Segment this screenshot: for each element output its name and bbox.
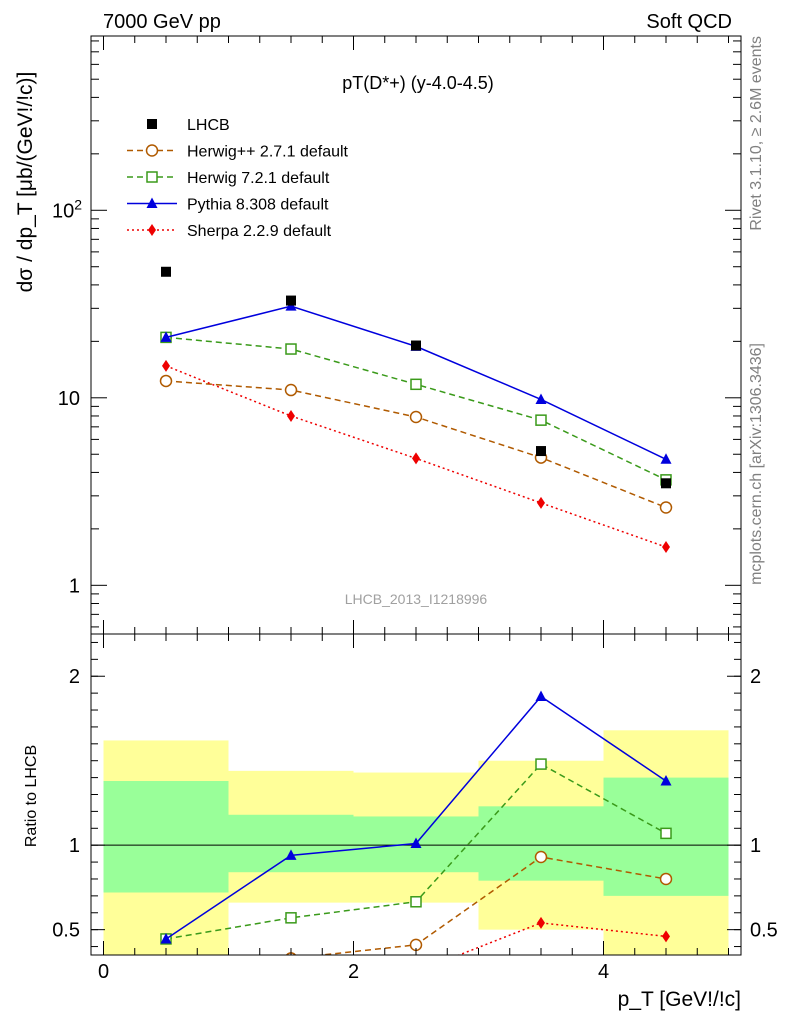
main-series-3-point [287, 409, 295, 422]
legend-label: Sherpa 2.2.9 default [187, 223, 332, 240]
ratio-y-tick-label-left: 0.5 [52, 920, 80, 942]
main-series-2-point [535, 393, 547, 404]
ratio-x-tick-label: 2 [348, 961, 359, 983]
header-right: Soft QCD [646, 11, 732, 33]
ratio-inner-band [103, 780, 229, 893]
legend-label: Herwig++ 2.7.1 default [187, 144, 349, 161]
main-y-tick-label: 10 [58, 388, 80, 410]
ratio-series-3-point [537, 916, 545, 929]
ratio-y-tick-label-right: 2 [750, 666, 761, 688]
main-y-tick-label: 1 [69, 575, 80, 597]
main-y-tick-label: 102 [52, 196, 82, 222]
ratio-y-tick-label-right: 1 [750, 835, 761, 857]
ratio-plot-panel: 0.5 0.5 1 1 2 2 0 2 4 Ratio to LHCB p_T [GeV!/!c] [23, 633, 778, 1011]
main-series-3-point [537, 496, 545, 509]
legend-label: LHCB [187, 117, 230, 134]
ratio-series-1-point [660, 827, 672, 840]
lhcb-data-point [536, 446, 546, 457]
main-plot-panel: 1 10 102 pT(D*+) (y-4.0-4.5) LHCB_2013_I1218… [14, 35, 742, 635]
ratio-series-1-point [535, 758, 547, 770]
lhcb-data-point [661, 478, 671, 489]
ratio-series-2-point [410, 837, 422, 848]
main-series-3-point [412, 452, 420, 465]
main-plot-title: pT(D*+) (y-4.0-4.5) [342, 73, 494, 93]
ratio-y-tick-label-right: 0.5 [750, 920, 778, 942]
main-series-1-point [535, 414, 547, 426]
main-series-3-point [662, 541, 670, 554]
ratio-series-1-point [285, 912, 297, 924]
main-series-2-point [660, 453, 672, 464]
ratio-series-3-point [412, 966, 420, 978]
ratio-x-tick-label: 4 [598, 961, 609, 983]
ratio-series-0-point [534, 850, 548, 864]
main-series-0-point [284, 383, 298, 397]
ratio-series-3-point [662, 930, 670, 943]
main-series-1-point [285, 343, 297, 355]
legend-label: Herwig 7.2.1 default [187, 170, 330, 187]
legend-marker [147, 119, 157, 129]
legend-marker [145, 144, 159, 157]
main-series-1-point [410, 378, 422, 391]
main-series-0-point [159, 374, 173, 388]
ratio-series-0-point [659, 872, 673, 886]
legend-marker [146, 197, 158, 208]
main-series-3-point [162, 359, 170, 372]
legend-label: Pythia 8.308 default [187, 197, 329, 214]
ratio-y-tick-label-left: 1 [69, 835, 80, 857]
ratio-series-line-3 [457, 922, 667, 955]
ratio-series-3-point [162, 957, 170, 969]
legend-marker [148, 224, 156, 236]
header-left: 7000 GeV pp [103, 11, 221, 33]
main-y-axis-label: dσ / dp_T [μb/(GeV!/!c)] [14, 72, 37, 293]
ratio-series-2-point [285, 849, 297, 860]
ratio-y-tick-label-left: 2 [69, 666, 80, 688]
sidebar-top: Rivet 3.1.10, ≥ 2.6M events [748, 36, 765, 231]
ratio-series-2-point [535, 690, 547, 702]
ratio-x-tick-label: 0 [98, 961, 109, 983]
ratio-y-axis-label: Ratio to LHCB [23, 745, 40, 847]
lhcb-data-point [411, 340, 421, 351]
ratio-series-2-point [660, 774, 672, 786]
sidebar-bottom: mcplots.cern.ch [arXiv:1306.3436] [748, 343, 765, 585]
legend-marker [146, 171, 158, 183]
ratio-series-2-point [160, 932, 172, 944]
lhcb-data-point [161, 266, 171, 277]
main-series-0-point [409, 410, 423, 424]
analysis-watermark: LHCB_2013_I1218996 [345, 591, 488, 607]
ratio-series-3-point [287, 968, 295, 980]
ratio-series-0-point [161, 965, 172, 976]
main-series-2-point [160, 331, 172, 342]
main-series-0-point [659, 501, 673, 514]
ratio-series-group [160, 690, 673, 980]
x-axis-label: p_T [GeV!/!c] [618, 988, 741, 1011]
ratio-inner-band [228, 814, 354, 873]
lhcb-data-point [286, 295, 296, 306]
ratio-series-1-point [410, 896, 422, 908]
ratio-inner-band [478, 806, 604, 881]
